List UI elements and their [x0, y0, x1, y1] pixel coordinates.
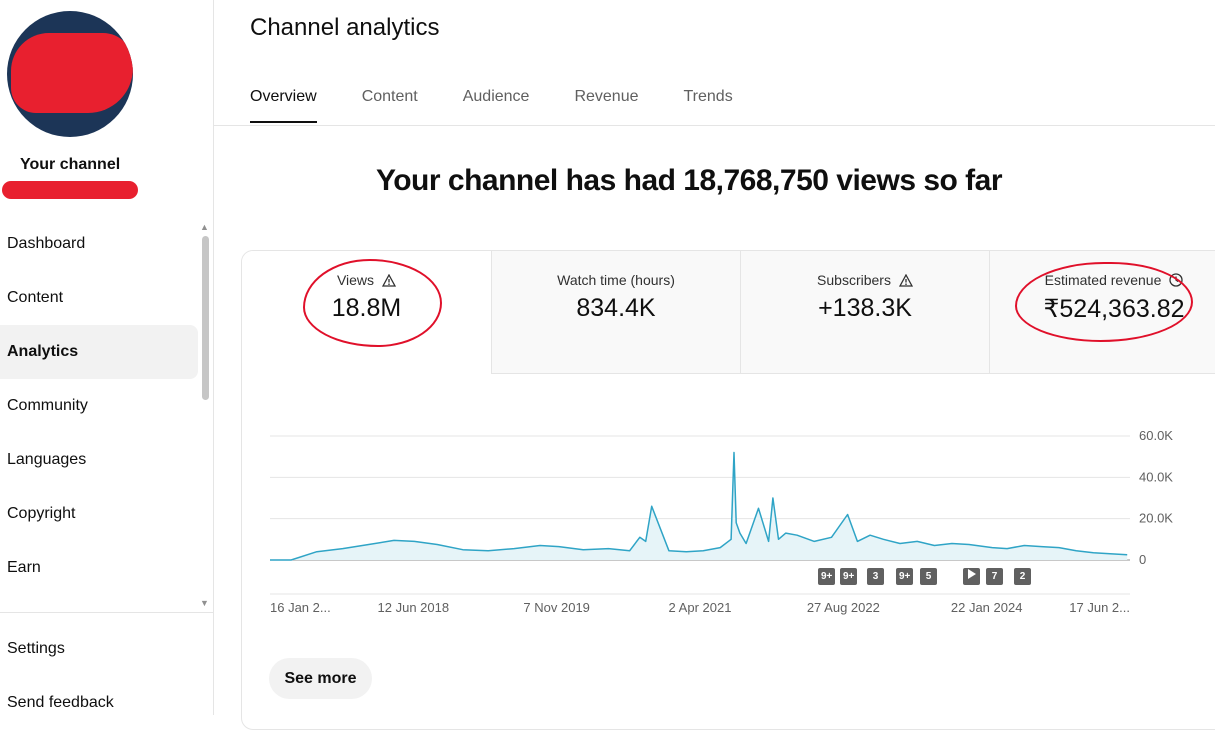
y-tick-label: 60.0K [1139, 428, 1173, 443]
metric-subscribers[interactable]: Subscribers +138.3K [740, 251, 989, 374]
tab-overview[interactable]: Overview [250, 88, 317, 123]
metric-label: Subscribers [817, 272, 891, 288]
tab-bar: Overview Content Audience Revenue Trends [250, 88, 778, 123]
annotation-circle [1015, 262, 1193, 342]
series-line [270, 451, 1128, 561]
divider [0, 612, 214, 613]
annotation-marker[interactable]: 9+ [896, 568, 914, 585]
y-tick-label: 0 [1139, 552, 1146, 567]
redaction-mark [11, 33, 133, 113]
tab-content[interactable]: Content [361, 88, 418, 105]
y-tick-label: 40.0K [1139, 469, 1173, 484]
tab-audience[interactable]: Audience [462, 88, 530, 105]
warning-icon [898, 273, 913, 287]
x-tick-label: 2 Apr 2021 [669, 600, 732, 615]
sidebar-item-dashboard[interactable]: Dashboard [7, 235, 86, 252]
scroll-up-arrow-icon[interactable]: ▲ [200, 222, 209, 232]
metric-label: Watch time (hours) [557, 272, 675, 288]
x-tick-label: 7 Nov 2019 [523, 600, 590, 615]
sidebar-scrollbar[interactable] [202, 236, 209, 400]
x-tick-label: 27 Aug 2022 [807, 600, 880, 615]
page-title: Channel analytics [250, 14, 440, 41]
annotation-marker[interactable]: 3 [867, 568, 884, 585]
x-tick-label: 16 Jan 2... [270, 600, 331, 615]
sidebar: Your channel Dashboard Content Analytics… [0, 0, 214, 715]
sidebar-item-send-feedback[interactable]: Send feedback [7, 694, 114, 711]
metric-watch-time[interactable]: Watch time (hours) 834.4K [491, 251, 740, 374]
metric-value: +138.3K [818, 294, 912, 322]
tabs-divider [214, 125, 1215, 126]
annotation-marker[interactable]: 9+ [818, 568, 836, 585]
redaction-mark [2, 181, 138, 199]
x-tick-label: 12 Jun 2018 [378, 600, 450, 615]
sidebar-item-languages[interactable]: Languages [7, 451, 87, 468]
y-tick-label: 20.0K [1139, 511, 1173, 526]
main-content: Channel analytics Overview Content Audie… [214, 0, 1215, 730]
sidebar-item-earn[interactable]: Earn [7, 559, 41, 576]
play-icon[interactable] [963, 568, 980, 585]
series-area [270, 452, 1128, 560]
annotation-marker[interactable]: 5 [920, 568, 937, 585]
avatar[interactable] [7, 11, 133, 137]
sidebar-item-copyright[interactable]: Copyright [7, 505, 76, 522]
annotation-circle [303, 259, 442, 347]
views-headline: Your channel has had 18,768,750 views so… [375, 164, 1003, 197]
sidebar-nav: Dashboard Content Analytics Community La… [0, 217, 198, 595]
x-tick-label: 17 Jun 2... [1069, 600, 1130, 615]
see-more-button[interactable]: See more [269, 658, 372, 699]
sidebar-item-settings[interactable]: Settings [7, 640, 65, 657]
tab-revenue[interactable]: Revenue [574, 88, 639, 105]
tab-trends[interactable]: Trends [683, 88, 733, 105]
annotation-marker[interactable]: 9+ [840, 568, 858, 585]
sidebar-item-community[interactable]: Community [7, 397, 88, 414]
sidebar-item-content[interactable]: Content [7, 289, 64, 306]
sidebar-item-analytics[interactable]: Analytics [0, 325, 198, 379]
scroll-down-arrow-icon[interactable]: ▼ [200, 598, 209, 608]
annotation-marker[interactable]: 7 [986, 568, 1003, 585]
x-tick-label: 22 Jan 2024 [951, 600, 1023, 615]
views-chart: 60.0K 40.0K 20.0K 0 16 Jan 2... 12 Jun 2018 7 … [270, 428, 1173, 615]
your-channel-label[interactable]: Your channel [20, 156, 121, 173]
annotation-marker[interactable]: 2 [1014, 568, 1031, 585]
metric-value: 834.4K [576, 294, 656, 322]
